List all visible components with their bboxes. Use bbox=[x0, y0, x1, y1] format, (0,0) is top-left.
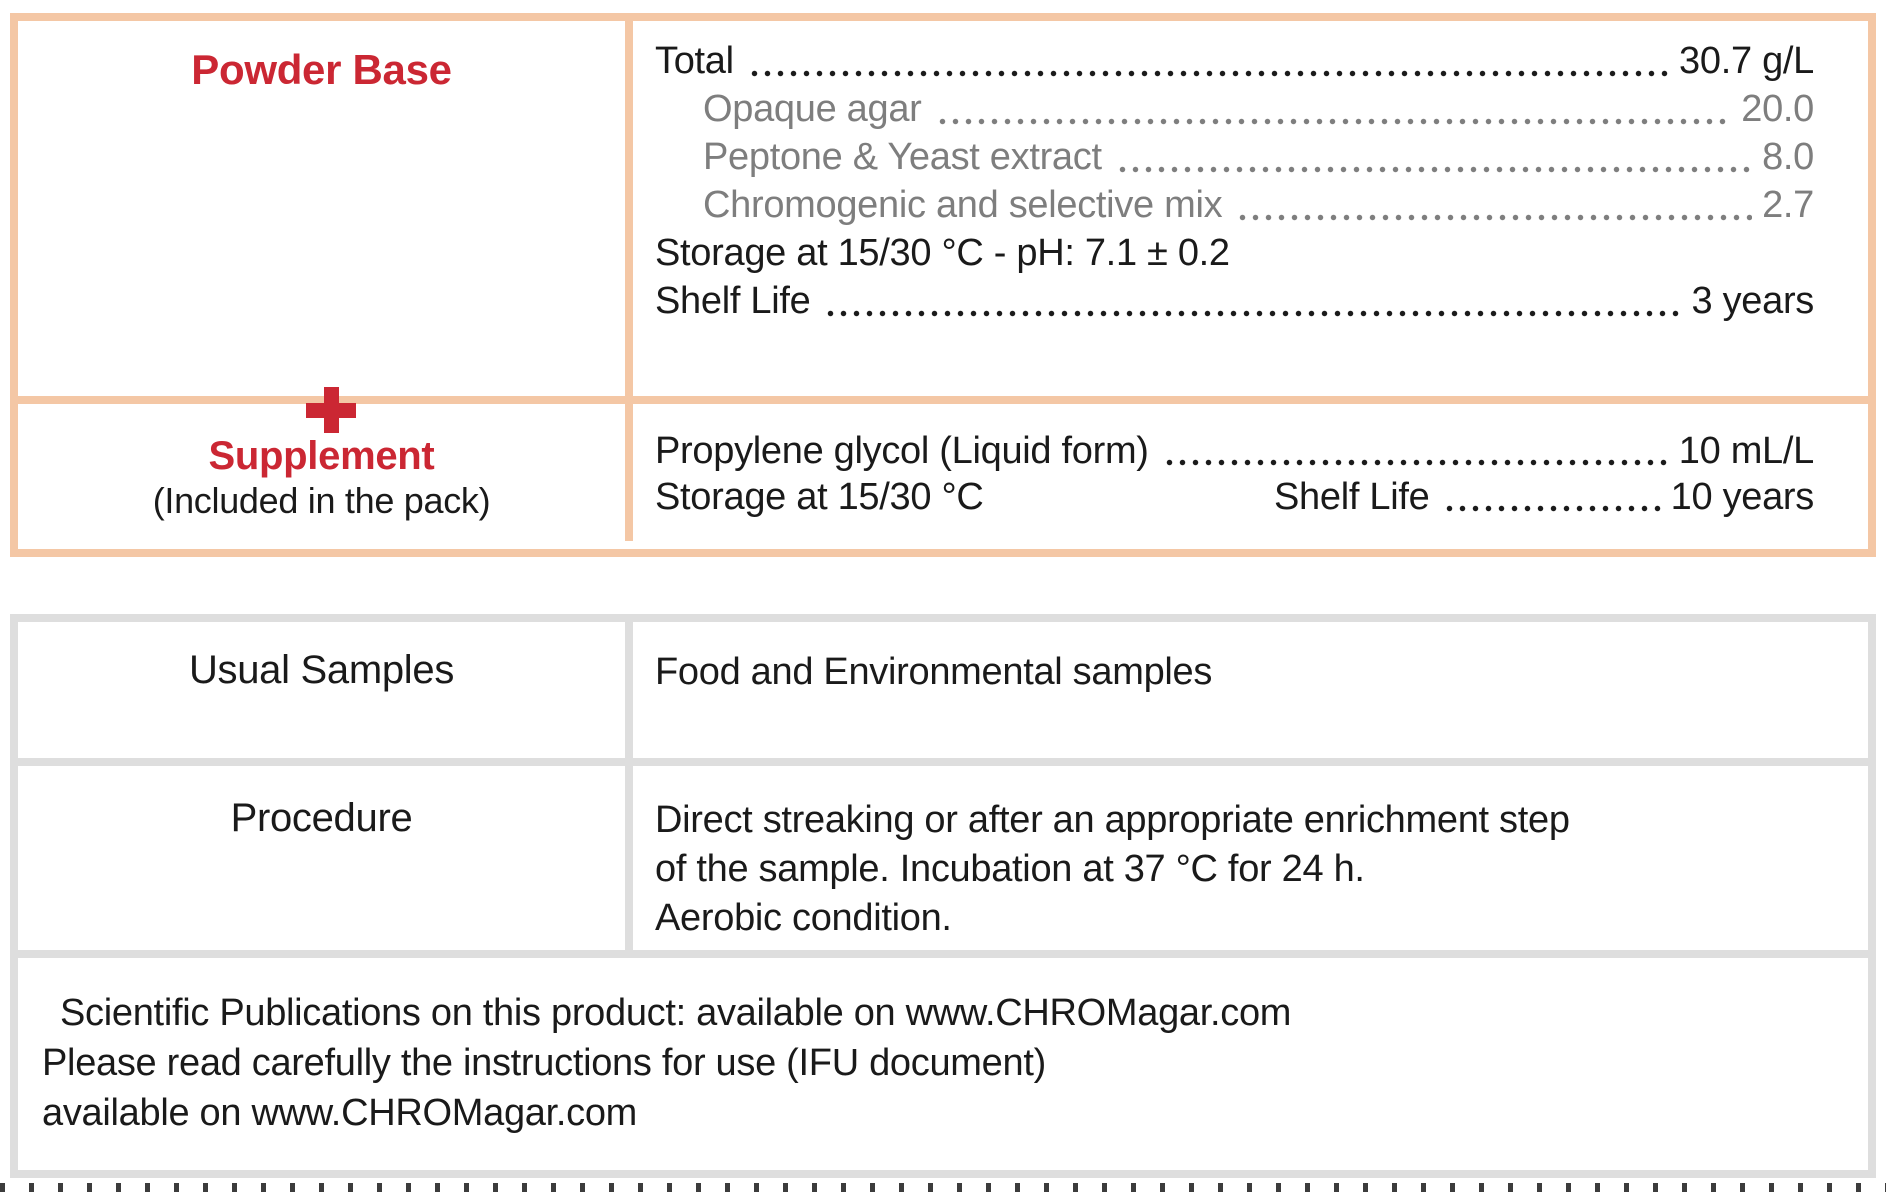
supplement-storage-text: Storage at 15/30 °C bbox=[655, 476, 984, 518]
supplement-storage-line: Storage at 15/30 °C Shelf Life 10 years bbox=[655, 474, 1814, 520]
info-table: Usual Samples Food and Environmental sam… bbox=[10, 614, 1876, 1178]
component-line: Opaque agar 20.0 bbox=[655, 85, 1814, 133]
procedure-row: Procedure Direct streaking or after an a… bbox=[18, 758, 1868, 950]
glycol-label: Propylene glycol (Liquid form) bbox=[655, 430, 1149, 472]
usual-samples-content: Food and Environmental samples bbox=[633, 622, 1868, 758]
procedure-line: Direct streaking or after an appropriate… bbox=[655, 799, 1570, 841]
total-line: Total 30.7 g/L bbox=[655, 37, 1814, 85]
plus-icon bbox=[306, 387, 356, 433]
glycol-value: 10 mL/L bbox=[1678, 430, 1815, 472]
dot-leader bbox=[933, 85, 1732, 133]
supplement-shelf-life-value: 10 years bbox=[1670, 476, 1815, 518]
publications-footer: Scientific Publications on this product:… bbox=[18, 950, 1868, 1154]
supplement-title: Supplement bbox=[208, 434, 435, 478]
glycol-line: Propylene glycol (Liquid form) 10 mL/L bbox=[655, 428, 1814, 474]
shelf-life-line: Shelf Life 3 years bbox=[655, 277, 1814, 325]
powder-base-row: Powder Base Total 30.7 g/L Opaque agar 2… bbox=[18, 21, 1868, 396]
dot-leader bbox=[1160, 428, 1669, 474]
component-label: Chromogenic and selective mix bbox=[703, 184, 1223, 226]
dot-leader bbox=[822, 277, 1682, 325]
powder-base-content-cell: Total 30.7 g/L Opaque agar 20.0 Peptone … bbox=[633, 21, 1868, 396]
component-value: 2.7 bbox=[1762, 184, 1814, 226]
composition-table: Powder Base Total 30.7 g/L Opaque agar 2… bbox=[10, 13, 1876, 557]
supplement-shelf-life-label: Shelf Life bbox=[1274, 476, 1430, 518]
supplement-note: (Included in the pack) bbox=[152, 480, 491, 521]
powder-base-title: Powder Base bbox=[191, 46, 452, 93]
procedure-line: of the sample. Incubation at 37 °C for 2… bbox=[655, 848, 1365, 890]
shelf-life-label: Shelf Life bbox=[655, 280, 811, 322]
dot-leader bbox=[1441, 474, 1661, 520]
component-value: 20.0 bbox=[1741, 88, 1814, 130]
usual-samples-header: Usual Samples bbox=[18, 622, 633, 758]
shelf-life-value: 3 years bbox=[1691, 280, 1814, 322]
footer-line: Please read carefully the instructions f… bbox=[42, 1042, 1046, 1084]
supplement-header-cell: Supplement (Included in the pack) bbox=[18, 404, 633, 541]
storage-ph-text: Storage at 15/30 °C - pH: 7.1 ± 0.2 bbox=[655, 232, 1230, 274]
total-label: Total bbox=[655, 40, 734, 82]
powder-base-header-cell: Powder Base bbox=[18, 21, 633, 396]
procedure-header: Procedure bbox=[18, 766, 633, 950]
dot-leader bbox=[1113, 133, 1753, 181]
cropped-text-edge bbox=[0, 1183, 1886, 1192]
component-label: Opaque agar bbox=[703, 88, 922, 130]
supplement-row: Supplement (Included in the pack) Propyl… bbox=[18, 396, 1868, 541]
component-label: Peptone & Yeast extract bbox=[703, 136, 1102, 178]
usual-samples-row: Usual Samples Food and Environmental sam… bbox=[18, 622, 1868, 758]
total-value: 30.7 g/L bbox=[1679, 40, 1814, 82]
procedure-line: Aerobic condition. bbox=[655, 897, 952, 939]
procedure-content: Direct streaking or after an appropriate… bbox=[633, 766, 1868, 950]
component-value: 8.0 bbox=[1762, 136, 1814, 178]
supplement-content-cell: Propylene glycol (Liquid form) 10 mL/L S… bbox=[633, 404, 1868, 541]
footer-line: Scientific Publications on this product:… bbox=[60, 992, 1292, 1034]
usual-samples-line: Food and Environmental samples bbox=[655, 651, 1213, 693]
component-line: Chromogenic and selective mix 2.7 bbox=[655, 181, 1814, 229]
dot-leader bbox=[1234, 181, 1753, 229]
dot-leader bbox=[745, 37, 1670, 85]
footer-line: available on www.CHROMagar.com bbox=[42, 1092, 638, 1134]
component-line: Peptone & Yeast extract 8.0 bbox=[655, 133, 1814, 181]
storage-ph-line: Storage at 15/30 °C - pH: 7.1 ± 0.2 bbox=[655, 229, 1814, 277]
